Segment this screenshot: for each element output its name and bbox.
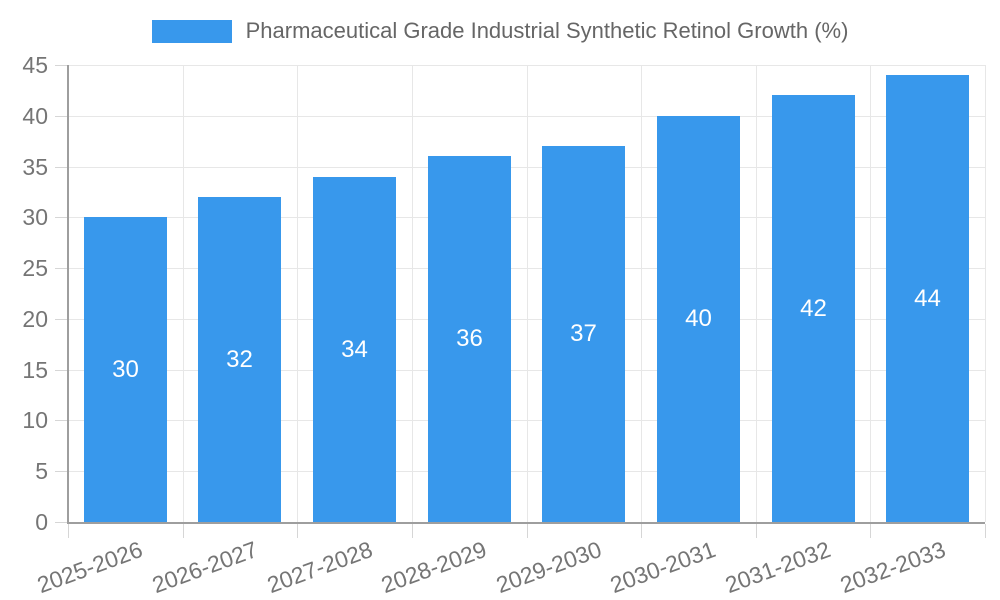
y-axis-tick-label: 20 (22, 306, 48, 332)
y-axis-line (67, 65, 69, 524)
y-axis-tick (55, 420, 68, 421)
x-axis-tick (870, 524, 871, 538)
x-axis-tick (985, 524, 986, 538)
bar[interactable] (772, 95, 855, 522)
y-axis-tick-label: 15 (22, 357, 48, 383)
legend-swatch (151, 19, 232, 43)
gridline-vertical (756, 65, 757, 522)
y-axis-tick (55, 217, 68, 218)
x-axis-tick (527, 524, 528, 538)
y-axis-tick-label: 5 (35, 458, 48, 484)
y-axis-tick-label: 45 (22, 52, 48, 78)
gridline-horizontal (68, 268, 985, 269)
gridline-horizontal (68, 319, 985, 320)
gridline-vertical (183, 65, 184, 522)
y-axis-tick (55, 471, 68, 472)
y-axis-tick (55, 167, 68, 168)
y-axis-tick-label: 10 (22, 407, 48, 433)
y-axis-tick-label: 35 (22, 154, 48, 180)
y-axis-tick-label: 0 (35, 509, 48, 535)
y-axis-tick (55, 319, 68, 320)
gridline-vertical (985, 65, 986, 522)
y-axis-tick (55, 522, 68, 523)
gridline-horizontal (68, 217, 985, 218)
x-axis-tick (297, 524, 298, 538)
x-axis-tick (412, 524, 413, 538)
gridline-vertical (297, 65, 298, 522)
y-axis-tick-label: 30 (22, 204, 48, 230)
bar[interactable] (313, 177, 396, 522)
bar[interactable] (428, 156, 511, 522)
gridline-horizontal (68, 116, 985, 117)
bar[interactable] (886, 75, 969, 522)
x-axis-tick (68, 524, 69, 538)
gridline-vertical (527, 65, 528, 522)
gridline-vertical (641, 65, 642, 522)
y-axis-tick (55, 65, 68, 66)
y-axis-tick-label: 25 (22, 255, 48, 281)
y-axis-tick (55, 116, 68, 117)
bar[interactable] (198, 197, 281, 522)
gridline-horizontal (68, 167, 985, 168)
x-axis-tick (641, 524, 642, 538)
legend-label: Pharmaceutical Grade Industrial Syntheti… (245, 18, 849, 43)
gridline-vertical (412, 65, 413, 522)
gridline-horizontal (68, 471, 985, 472)
gridline-horizontal (68, 370, 985, 371)
y-axis-tick (55, 268, 68, 269)
gridline-horizontal (68, 420, 985, 421)
bar[interactable] (657, 116, 740, 522)
x-axis-tick (183, 524, 184, 538)
gridline-horizontal (68, 65, 985, 66)
y-axis-tick (55, 370, 68, 371)
bar[interactable] (84, 217, 167, 522)
y-axis-tick-label: 40 (22, 103, 48, 129)
legend-item[interactable]: Pharmaceutical Grade Industrial Syntheti… (0, 18, 1000, 44)
x-axis-line (67, 522, 985, 524)
x-axis-tick (756, 524, 757, 538)
gridline-vertical (870, 65, 871, 522)
bar[interactable] (542, 146, 625, 522)
